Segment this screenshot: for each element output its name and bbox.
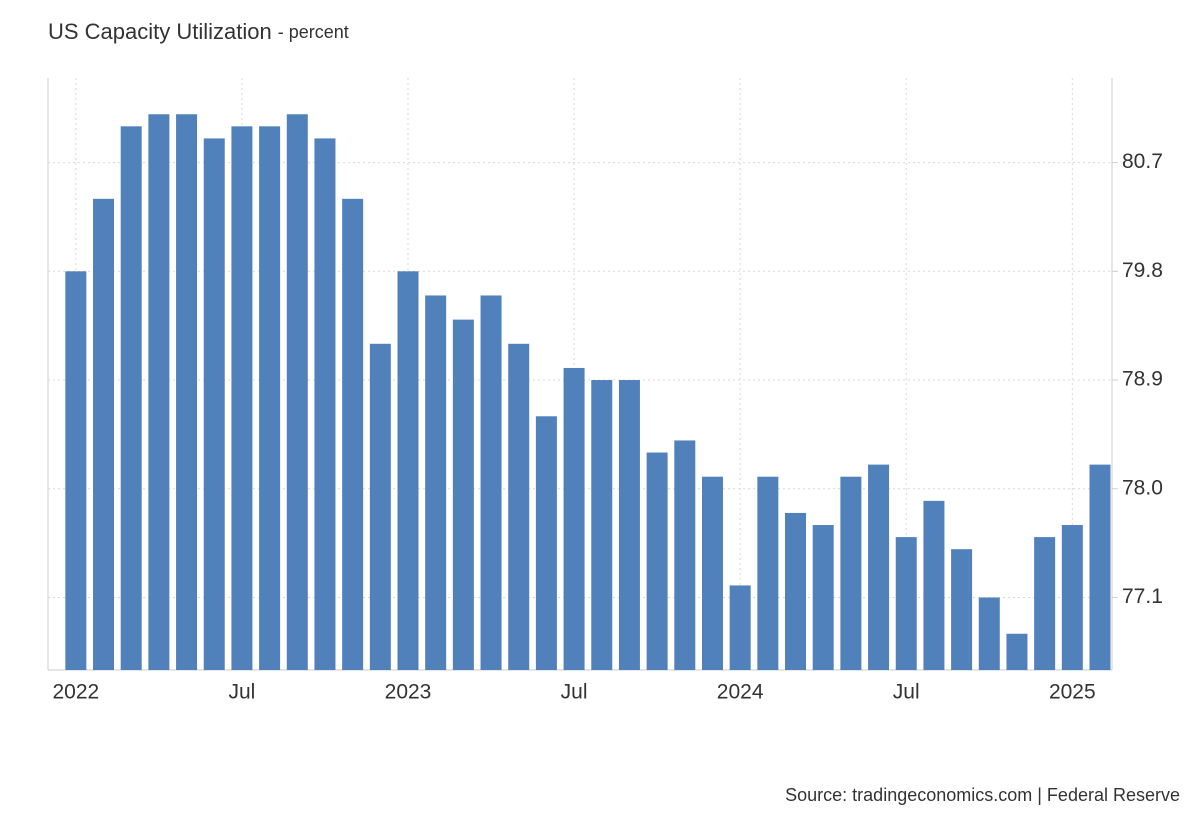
bar [120, 126, 142, 670]
x-tick-label: Jul [561, 681, 588, 704]
bar [286, 114, 308, 671]
bar [480, 295, 502, 670]
bar [259, 126, 281, 670]
bar [563, 367, 585, 670]
bar [369, 343, 391, 670]
bar [425, 295, 447, 670]
bar [1089, 464, 1111, 670]
x-tick-label: 2025 [1049, 681, 1096, 704]
bar [701, 476, 723, 670]
bar [591, 380, 613, 670]
y-tick-label: 78.0 [1122, 476, 1163, 499]
x-tick-label: Jul [893, 681, 920, 704]
x-tick-label: 2023 [385, 681, 432, 704]
bar [674, 440, 696, 670]
bar [785, 512, 807, 670]
bar [231, 126, 253, 670]
bar [148, 114, 170, 671]
chart-title-group: US Capacity Utilization - percent [48, 19, 349, 44]
x-tick-label: 2024 [717, 681, 764, 704]
x-tick-label: Jul [228, 681, 255, 704]
bar [203, 138, 225, 671]
bar [1061, 525, 1083, 670]
bar [923, 500, 945, 670]
bar [397, 271, 419, 670]
bar [812, 525, 834, 670]
bar [840, 476, 862, 670]
source: Source: tradingeconomics.com | Federal R… [785, 785, 1180, 805]
bar [452, 319, 474, 670]
bar [729, 585, 751, 670]
bar [342, 198, 364, 670]
bar [508, 343, 530, 670]
bar [93, 198, 115, 670]
y-tick-label: 77.1 [1122, 585, 1163, 608]
bar [1034, 537, 1056, 670]
bar [868, 464, 890, 670]
bar [646, 452, 668, 670]
y-tick-label: 79.8 [1122, 259, 1163, 282]
y-tick-label: 78.9 [1122, 368, 1163, 391]
bar [895, 537, 917, 670]
bar [314, 138, 336, 671]
chart-title: US Capacity Utilization [48, 19, 272, 44]
bar [978, 597, 1000, 670]
bar [951, 549, 973, 670]
bar [618, 380, 640, 670]
bar [176, 114, 198, 671]
bar [757, 476, 779, 670]
y-tick-label: 80.7 [1122, 150, 1163, 173]
chart-subtitle: - percent [278, 22, 349, 42]
bar [1006, 633, 1028, 670]
bar [535, 416, 557, 670]
bar [65, 271, 87, 670]
x-tick-label: 2022 [52, 681, 99, 704]
